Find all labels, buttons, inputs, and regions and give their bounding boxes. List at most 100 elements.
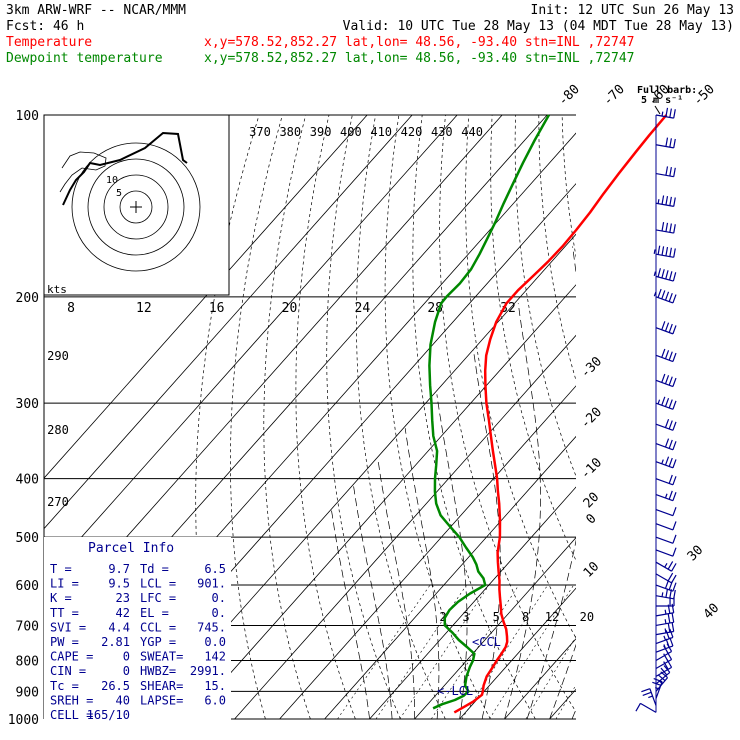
isotherm-line <box>44 115 368 479</box>
mixing-ratio-line <box>431 584 520 719</box>
wind-barb <box>655 166 676 178</box>
mixing-ratio-label: 12 <box>545 610 559 624</box>
barb-legend-line2: 5 m s⁻¹ <box>641 95 683 106</box>
model-title: 3km ARW-WRF -- NCAR/MMM <box>6 3 186 18</box>
theta-label: 370 <box>249 125 271 139</box>
dry-adiabat <box>295 115 356 719</box>
parcel-info-rows: T = 9.7 Td = 6.5 LI = 9.5 LCL = 901. K = 23 LFC = 0… <box>50 562 226 722</box>
parcel-param-label: LAPSE= <box>140 693 183 707</box>
mixing-ratio-label: 8 <box>522 610 529 624</box>
wind-barb <box>655 561 677 572</box>
speed-scale-label: 20 <box>282 301 298 316</box>
parcel-param-value: 0. <box>212 591 226 605</box>
isotherm-line <box>44 115 458 580</box>
isotherm-line <box>279 385 576 719</box>
parcel-param-value: 745. <box>197 620 226 634</box>
dry-adiabat <box>439 115 576 713</box>
wind-barb <box>655 622 675 636</box>
parcel-param-label: EL = <box>140 606 169 620</box>
valid-time: Valid: 10 UTC Tue 28 May 13 (04 MDT Tue … <box>343 19 734 34</box>
parcel-param-label: TT = <box>50 606 79 620</box>
wind-barb <box>653 288 677 304</box>
isotherm-line <box>144 233 576 719</box>
parcel-param-label: CCL = <box>140 620 176 634</box>
wind-barb <box>655 137 676 149</box>
moist-adiabat <box>504 303 541 719</box>
wind-barb <box>655 373 677 388</box>
pressure-tick-label: 200 <box>16 291 39 306</box>
pressure-tick-label: 600 <box>16 579 39 594</box>
wind-barb <box>655 613 675 627</box>
parcel-param-value: 4.4 <box>108 620 130 634</box>
parcel-param-value: 6.0 <box>204 693 226 707</box>
dry-adiabat <box>384 115 491 719</box>
parcel-param-label: LCL = <box>140 577 176 591</box>
hodograph-ring <box>119 190 153 224</box>
dewpoint-legend: Dewpoint temperature <box>6 51 163 66</box>
hodograph-ring-label: 10 <box>106 175 118 186</box>
parcel-param-value: 40 <box>116 693 130 707</box>
isotherm-label: -40 <box>736 82 740 109</box>
hodograph-ring-label: 5 <box>116 188 122 199</box>
hodograph-ring <box>87 158 185 256</box>
moist-adiabat <box>549 643 576 719</box>
speed-scale-label: 16 <box>209 301 225 316</box>
parcel-param-label: YGP = <box>140 635 176 649</box>
parcel-param-label: CELL = <box>50 708 93 722</box>
grid-layer <box>43 114 576 720</box>
parcel-param-value: 26.5 <box>101 679 130 693</box>
parcel-param-label: SHEAR= <box>140 679 183 693</box>
parcel-param-label: Td = <box>140 562 169 576</box>
pressure-tick-label: 500 <box>16 531 39 546</box>
theta-label: 390 <box>310 125 332 139</box>
wind-barb <box>655 195 676 207</box>
parcel-param-label: SREH = <box>50 693 93 707</box>
dewpoint-trace <box>428 114 550 710</box>
parcel-param-label: SWEAT= <box>140 650 183 664</box>
parcel-param-value: 901. <box>197 577 226 591</box>
parcel-param-value: 9.5 <box>108 577 130 591</box>
barb-legend-line1: Full barb: <box>637 85 697 96</box>
dry-adiabat <box>412 115 536 719</box>
isotherm-line <box>324 435 576 719</box>
moist-adiabat <box>331 509 370 719</box>
wind-barb <box>655 521 677 531</box>
init-time: Init: 12 UTC Sun 26 May 13 <box>531 3 735 18</box>
wind-barb <box>655 222 676 234</box>
parcel-param-value: 6.5 <box>204 562 226 576</box>
hodograph: 10 5 kts <box>43 114 230 296</box>
theta-label: 430 <box>431 125 453 139</box>
mixing-ratio-line <box>555 684 576 719</box>
wind-barb <box>653 268 677 282</box>
parcel-param-label: CAPE = <box>50 650 93 664</box>
pressure-tick-label: 100 <box>16 109 39 124</box>
theta-label: 280 <box>47 423 69 437</box>
speed-scale-label: 24 <box>355 301 371 316</box>
wind-barb <box>655 474 677 486</box>
parcel-param-label: HWBZ= <box>140 664 176 678</box>
parcel-param-label: PW = <box>50 635 79 649</box>
temperature-location-info: x,y=578.52,852.27 lat,lon= 48.56, -93.40… <box>204 35 634 50</box>
sounding-grid <box>44 115 576 719</box>
wind-barb <box>655 438 677 451</box>
parcel-param-value: 9.7 <box>108 562 130 576</box>
wind-barbs <box>635 107 677 713</box>
parcel-param-value: 165/10 <box>87 708 130 722</box>
parcel-param-value: 0 <box>123 650 130 664</box>
temperature-legend: Temperature <box>6 35 92 50</box>
moist-adiabat <box>436 394 468 719</box>
wind-barb <box>655 490 677 502</box>
wind-barb <box>655 418 677 431</box>
ccl-annotation: <CCL <box>472 635 501 649</box>
isotherm-line <box>459 587 576 719</box>
wind-barb <box>653 245 676 258</box>
wind-barb <box>655 348 677 363</box>
dry-adiabat <box>538 115 576 382</box>
parcel-param-value: 2991. <box>190 664 226 678</box>
isotherm-line <box>44 115 413 530</box>
moist-adiabat <box>353 485 393 719</box>
speed-scale-label: 32 <box>500 301 516 316</box>
theta-label: 290 <box>47 349 69 363</box>
pressure-tick-label: 1000 <box>8 713 39 728</box>
